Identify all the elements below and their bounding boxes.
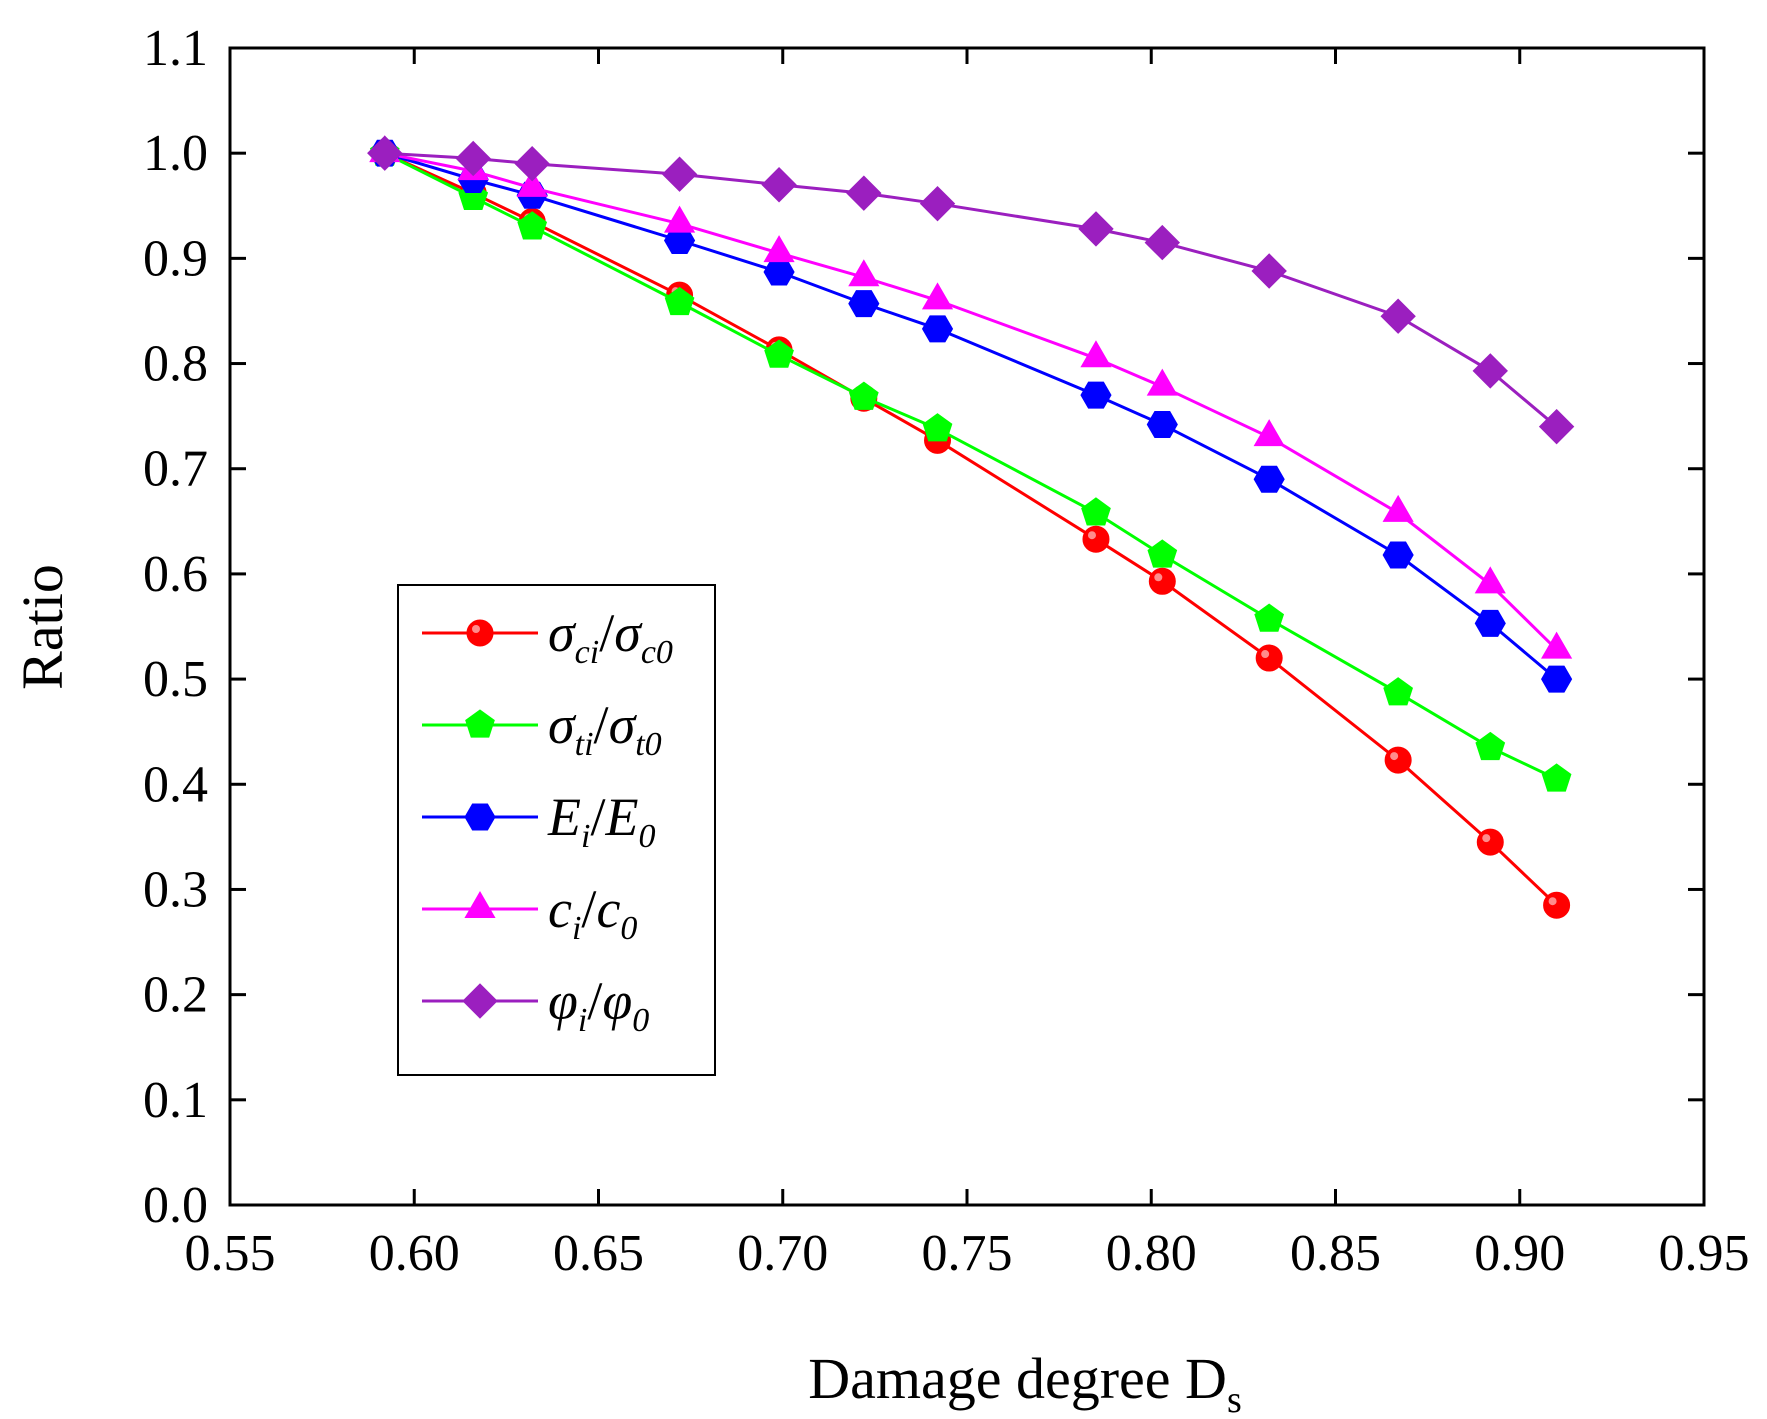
data-point <box>664 286 695 316</box>
y-tick-label: 0.4 <box>143 756 208 813</box>
data-point <box>848 290 880 318</box>
y-tick-label: 0.2 <box>143 967 208 1024</box>
legend-box <box>397 584 716 1076</box>
x-tick-label: 0.75 <box>922 1225 1013 1282</box>
legend-item: Ei/E0 <box>422 787 655 855</box>
data-point <box>761 167 797 203</box>
data-point <box>1472 353 1508 389</box>
data-point <box>1146 411 1178 439</box>
x-tick-label: 0.95 <box>1659 1225 1750 1282</box>
y-axis-title: Ratio <box>10 564 75 690</box>
legend-item: ci/c0 <box>422 879 637 947</box>
x-tick-label: 0.85 <box>1290 1225 1381 1282</box>
data-point <box>1382 541 1414 569</box>
data-point <box>455 140 491 177</box>
legend-item: σci/σc0 <box>422 603 673 671</box>
series-1 <box>369 137 1572 792</box>
data-point <box>1476 828 1504 856</box>
data-point <box>1078 211 1114 247</box>
data-point <box>848 381 879 410</box>
y-tick-label: 0.0 <box>143 1177 208 1234</box>
x-tick-label: 0.60 <box>369 1225 460 1282</box>
ticks-layer: 0.55 0.60 0.65 0.70 0.75 0.80 0.85 0.90 0.95 0.0 0… <box>143 20 1750 1282</box>
data-point <box>1474 609 1506 637</box>
y-tick-label: 0.7 <box>143 441 208 498</box>
legend-label: Ei/E0 <box>547 787 655 855</box>
legend-marker <box>464 803 496 831</box>
x-tick-label: 0.55 <box>185 1225 276 1282</box>
y-tick-label: 0.1 <box>143 1072 208 1129</box>
data-point <box>1082 525 1110 553</box>
y-tick-label: 0.9 <box>143 230 208 287</box>
data-point <box>1380 298 1416 334</box>
data-point <box>1382 494 1414 522</box>
y-tick-label: 1.1 <box>143 20 208 77</box>
legend-label: σci/σc0 <box>548 603 673 671</box>
data-point <box>921 315 954 343</box>
data-point <box>1255 644 1283 672</box>
x-tick-label: 0.65 <box>553 1225 644 1282</box>
legend-item: φi/φ0 <box>422 971 649 1039</box>
data-point <box>1080 340 1112 368</box>
data-point <box>919 185 956 222</box>
legend-label: φi/φ0 <box>548 971 649 1039</box>
data-point <box>1254 603 1285 632</box>
legend-label: σti/σt0 <box>548 695 662 763</box>
data-point <box>367 135 403 171</box>
series-4 <box>367 135 1575 445</box>
data-point <box>846 175 882 211</box>
legend-item: σti/σt0 <box>422 695 662 763</box>
x-axis-title: Damage degree Ds <box>808 1346 1241 1419</box>
data-point <box>848 259 880 287</box>
data-point <box>1253 465 1285 493</box>
data-point <box>517 211 548 240</box>
data-point <box>663 205 696 233</box>
data-point <box>763 235 795 263</box>
y-tick-label: 0.5 <box>143 651 208 708</box>
data-point <box>1538 408 1575 445</box>
data-point <box>1253 419 1285 447</box>
data-point <box>1541 665 1573 693</box>
y-tick-label: 0.6 <box>143 546 208 603</box>
data-point <box>1146 368 1178 396</box>
data-point <box>1251 253 1287 289</box>
series-layer <box>367 135 1575 919</box>
y-tick-label: 1.0 <box>143 125 208 182</box>
x-tick-label: 0.80 <box>1106 1225 1197 1282</box>
data-point <box>1474 566 1506 594</box>
data-point <box>514 145 550 182</box>
data-point <box>1383 677 1414 706</box>
legend-label: ci/c0 <box>548 879 637 947</box>
legend-marker <box>462 983 498 1019</box>
y-tick-label: 0.8 <box>143 336 208 393</box>
data-point <box>1541 631 1573 659</box>
data-point <box>1080 381 1112 409</box>
data-point <box>1147 539 1178 568</box>
data-point <box>1541 763 1572 792</box>
data-point <box>922 413 953 442</box>
legend-marker <box>465 709 495 738</box>
data-point <box>1475 731 1506 761</box>
data-point <box>516 169 548 197</box>
x-tick-label: 0.70 <box>737 1225 828 1282</box>
data-point <box>921 282 954 310</box>
legend-marker <box>464 890 496 918</box>
data-point <box>764 339 794 368</box>
data-point <box>1081 497 1111 526</box>
data-point <box>1148 567 1176 595</box>
legend: σci/σc0 σti/σt0 Ei/E0 ci/c0 φi/φ0 <box>397 584 716 1076</box>
data-point <box>1543 891 1571 919</box>
y-tick-label: 0.3 <box>143 861 208 918</box>
data-point <box>1384 746 1412 774</box>
x-tick-label: 0.90 <box>1474 1225 1565 1282</box>
legend-marker <box>466 619 494 647</box>
data-point <box>661 156 698 192</box>
data-point <box>1144 224 1181 261</box>
